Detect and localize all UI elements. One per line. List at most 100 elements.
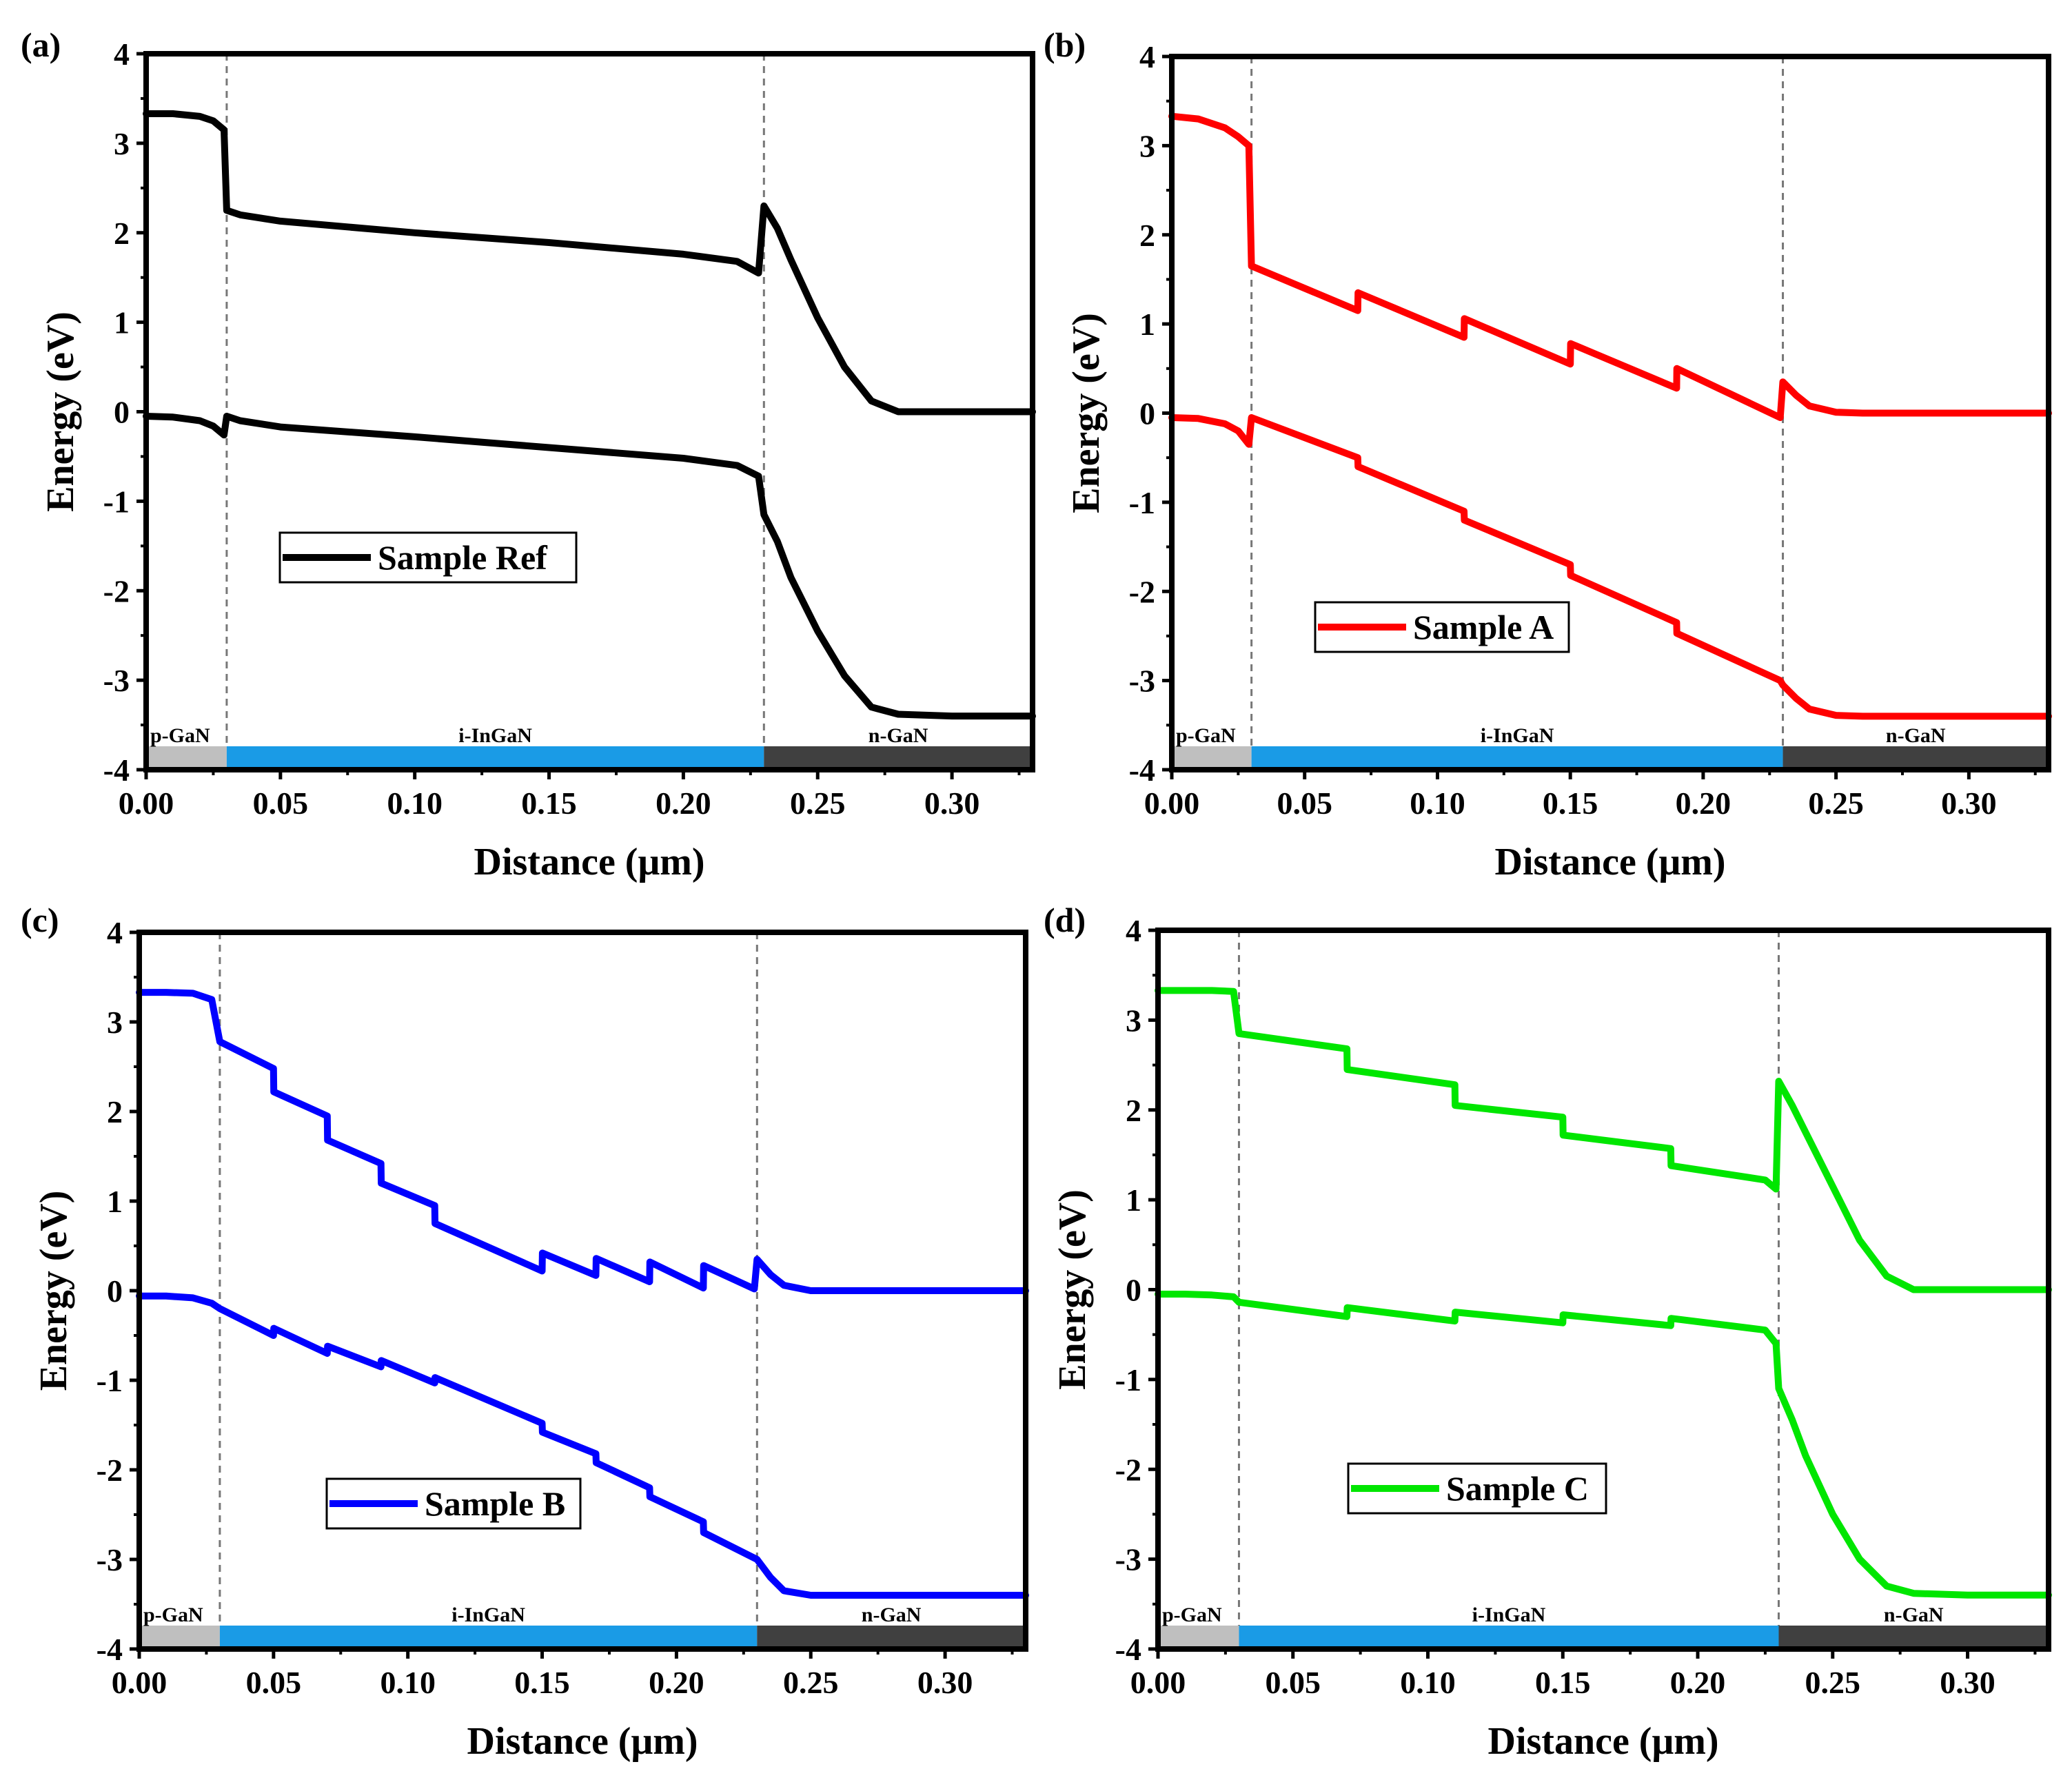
y-tick-label: -3 xyxy=(103,663,130,698)
region-bar-p-gan xyxy=(139,1626,220,1649)
region-label: p-GaN xyxy=(143,1604,203,1626)
y-tick-label: -2 xyxy=(1129,574,1155,609)
y-tick-label: 0 xyxy=(114,395,130,430)
y-tick-label: -2 xyxy=(103,573,130,608)
valence-band-line xyxy=(136,1292,1029,1599)
x-tick-label: 0.00 xyxy=(1144,786,1200,821)
region-bar-n-gan xyxy=(757,1626,1026,1649)
valence-band-line xyxy=(1155,1291,2052,1599)
panel-d: p-GaN i-InGaN n-GaN 0.00 0.05 0.10 0.15 0.20 0.2… xyxy=(1044,901,2052,1763)
legend: Sample A xyxy=(1314,601,1570,653)
y-tick-label: -4 xyxy=(1129,752,1155,788)
y-tick-label: -3 xyxy=(1115,1542,1141,1577)
region-label: p-GaN xyxy=(150,724,210,747)
region-label: i-InGaN xyxy=(1472,1604,1546,1626)
x-axis-title: Distance (μm) xyxy=(1495,841,1726,883)
region-label: p-GaN xyxy=(1162,1604,1222,1626)
y-tick-label: -1 xyxy=(97,1363,123,1398)
x-tick-label: 0.25 xyxy=(783,1665,839,1700)
y-tick-label: 1 xyxy=(107,1184,123,1219)
panel-label: (d) xyxy=(1044,901,1086,939)
y-tick-label: 1 xyxy=(114,305,130,340)
region-bar-n-gan xyxy=(1782,746,2049,770)
x-tick-label: 0.25 xyxy=(1805,1665,1861,1700)
y-tick-label: 0 xyxy=(107,1273,123,1309)
x-axis-title: Distance (μm) xyxy=(1488,1720,1719,1763)
y-tick-label: 0 xyxy=(1126,1273,1141,1308)
y-tick-label: 3 xyxy=(1139,128,1155,163)
x-tick-label: 0.15 xyxy=(521,786,577,821)
y-tick-label: 4 xyxy=(1126,913,1141,948)
region-label: i-InGaN xyxy=(1481,724,1554,747)
x-tick-label: 0.15 xyxy=(1535,1665,1591,1700)
region-bar-n-gan xyxy=(764,746,1033,770)
conduction-band-line xyxy=(136,989,1029,1294)
y-tick-label: 2 xyxy=(114,216,130,251)
x-tick-label: 0.20 xyxy=(649,1665,704,1700)
legend-box xyxy=(278,531,578,584)
x-tick-label: 0.30 xyxy=(1940,1665,1995,1700)
y-tick-label: 2 xyxy=(1139,218,1155,253)
region-label: p-GaN xyxy=(1176,724,1236,747)
conduction-band-line xyxy=(1155,987,2052,1293)
legend-label: Sample A xyxy=(1413,608,1554,646)
region-label: n-GaN xyxy=(862,1604,922,1626)
legend-label: Sample C xyxy=(1446,1469,1589,1508)
panel-c: p-GaN i-InGaN n-GaN 0.00 0.05 0.10 0.15 0.20 0.2… xyxy=(21,901,1029,1763)
region-bar-i-ingan xyxy=(219,1626,758,1649)
region-bar-n-gan xyxy=(1778,1626,2049,1649)
y-tick-label: -2 xyxy=(1115,1452,1141,1487)
region-bar-i-ingan xyxy=(226,746,764,770)
y-tick-label: -1 xyxy=(1115,1362,1141,1397)
y-tick-label: 4 xyxy=(114,37,130,72)
x-axis-title: Distance (μm) xyxy=(467,1720,698,1763)
y-tick-label: 2 xyxy=(1126,1093,1141,1128)
region-bar-i-ingan xyxy=(1239,1626,1779,1649)
region-label: n-GaN xyxy=(1886,724,1946,747)
y-tick-label: -1 xyxy=(1129,485,1155,520)
y-tick-label: 0 xyxy=(1139,396,1155,431)
y-tick-label: -4 xyxy=(1115,1632,1141,1667)
region-bar-p-gan xyxy=(146,746,227,770)
x-tick-label: 0.10 xyxy=(1400,1665,1456,1700)
y-tick-label: 3 xyxy=(114,126,130,161)
x-tick-label: 0.30 xyxy=(917,1665,973,1700)
y-tick-label: 3 xyxy=(107,1005,123,1040)
region-label: i-InGaN xyxy=(451,1604,525,1626)
y-tick-label: -4 xyxy=(97,1632,123,1667)
y-tick-label: 3 xyxy=(1126,1003,1141,1038)
x-tick-label: 0.05 xyxy=(246,1665,302,1700)
panel-label: (c) xyxy=(21,901,59,939)
x-tick-label: 0.30 xyxy=(1941,786,1997,821)
x-tick-label: 0.05 xyxy=(253,786,309,821)
legend: Sample Ref xyxy=(278,531,578,584)
x-tick-label: 0.10 xyxy=(387,786,443,821)
region-bar-p-gan xyxy=(1172,746,1252,770)
x-tick-label: 0.00 xyxy=(112,1665,167,1700)
x-tick-label: 0.00 xyxy=(1130,1665,1186,1700)
region-label: n-GaN xyxy=(1884,1604,1944,1626)
y-axis-title: Energy (eV) xyxy=(39,311,82,512)
y-tick-label: 1 xyxy=(1126,1182,1141,1218)
y-tick-label: -4 xyxy=(103,752,130,788)
legend: Sample C xyxy=(1347,1462,1607,1515)
region-bar-p-gan xyxy=(1158,1626,1239,1649)
x-tick-label: 0.20 xyxy=(1670,1665,1726,1700)
y-tick-label: -3 xyxy=(97,1542,123,1577)
panel-b: p-GaN i-InGaN n-GaN 0.00 0.05 0.10 0.15 0.20 0.2… xyxy=(1044,25,2052,883)
conduction-band-line xyxy=(143,110,1036,416)
x-tick-label: 0.15 xyxy=(1543,786,1598,821)
x-tick-label: 0.10 xyxy=(380,1665,436,1700)
region-label: n-GaN xyxy=(869,724,928,747)
x-tick-label: 0.30 xyxy=(924,786,980,821)
panel-label: (a) xyxy=(21,25,61,64)
conduction-band-line xyxy=(1168,112,2052,421)
x-tick-label: 0.25 xyxy=(790,786,846,821)
region-label: i-InGaN xyxy=(458,724,532,747)
x-tick-label: 0.15 xyxy=(514,1665,570,1700)
y-tick-label: -3 xyxy=(1129,664,1155,699)
y-tick-label: 2 xyxy=(107,1094,123,1129)
legend-label: Sample Ref xyxy=(378,538,548,577)
valence-band-line xyxy=(1168,414,2052,720)
